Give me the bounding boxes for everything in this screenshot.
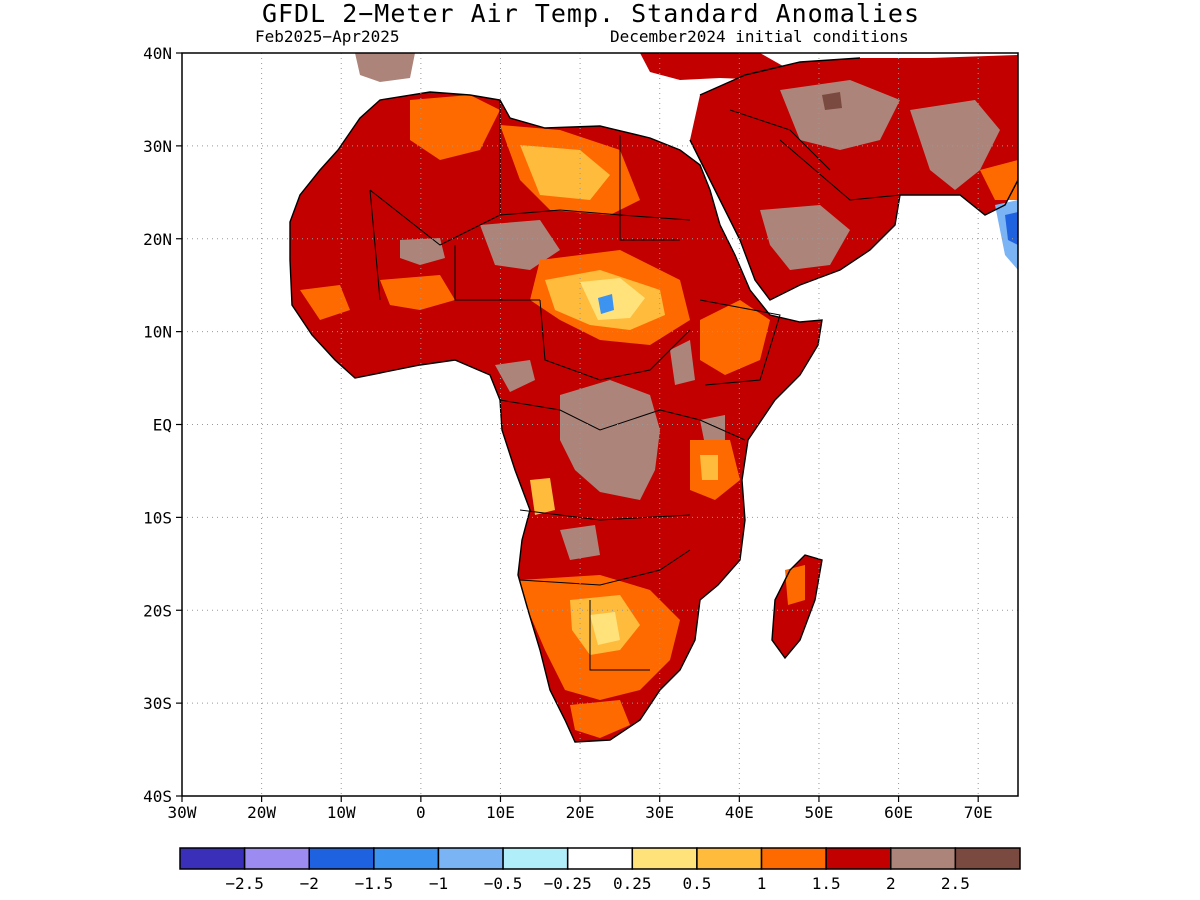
colorbar-swatch (243, 847, 310, 870)
country-borders (369, 100, 901, 671)
colorbar-swatch (373, 847, 440, 870)
lon-tick-label: 0 (416, 803, 426, 822)
lon-tick-label: 30E (645, 803, 674, 822)
colorbar-label: −2.5 (225, 874, 264, 893)
lat-tick-label: 30N (143, 137, 172, 156)
colorbar-label: −0.25 (544, 874, 592, 893)
lon-tick-label: 30W (168, 803, 197, 822)
colorbar-swatch (825, 847, 892, 870)
lat-tick-label: 10N (143, 323, 172, 342)
colorbar-label: 1.5 (812, 874, 841, 893)
map-title: GFDL 2−Meter Air Temp. Standard Anomalie… (261, 0, 921, 28)
madagascar-land-anomaly (772, 555, 822, 658)
latitude-axis: 40N 30N 20N 10N EQ 10S 20S 30S 40S (143, 44, 182, 806)
colorbar-swatch (566, 847, 634, 870)
colorbar-label: −0.5 (484, 874, 523, 893)
colorbar-swatch (502, 847, 569, 870)
longitude-axis: 30W 20W 10W 0 10E 20E 30E 40E 50E 60E 70E (168, 796, 993, 822)
colorbar-label: 2.5 (941, 874, 970, 893)
colorbar-label: 0.25 (613, 874, 652, 893)
lon-tick-label: 50E (804, 803, 833, 822)
lat-tick-label: 20S (143, 601, 172, 620)
colorbar-swatch (308, 847, 375, 870)
lat-tick-label: 20N (143, 230, 172, 249)
anomaly-strong-negative (1005, 212, 1018, 245)
iberia-land-anomaly (355, 53, 415, 82)
colorbar-label: 2 (886, 874, 896, 893)
anomaly-field (289, 53, 1018, 743)
lon-tick-label: 20E (566, 803, 595, 822)
anomaly-2-to-2.5 (400, 80, 1000, 560)
colorbar-swatch (696, 847, 763, 870)
colorbar-label: 1 (757, 874, 767, 893)
initial-conditions-label: December2024 initial conditions (610, 27, 909, 46)
colorbar-swatch (437, 847, 504, 870)
colorbar-label: 0.5 (682, 874, 711, 893)
lat-tick-label: EQ (153, 416, 172, 435)
colorbar-swatch (954, 847, 1021, 870)
lat-tick-label: 40S (143, 787, 172, 806)
anomaly-negative-spot (598, 294, 614, 314)
lon-tick-label: 60E (884, 803, 913, 822)
coastlines (289, 57, 1018, 743)
colorbar-swatch (179, 847, 246, 870)
anomaly-above-2.5 (822, 92, 842, 110)
colorbar-label: −1.5 (355, 874, 394, 893)
lat-tick-label: 30S (143, 694, 172, 713)
season-label: Feb2025−Apr2025 (255, 27, 400, 46)
lon-tick-label: 40E (725, 803, 754, 822)
colorbar-label: −2 (300, 874, 319, 893)
colorbar: −2.5 −2 −1.5 −1 −0.5 −0.25 0.25 0.5 1 1.5 2 2.5 (179, 847, 1021, 893)
lon-tick-label: 70E (964, 803, 993, 822)
lat-tick-label: 10S (143, 508, 172, 527)
lon-tick-label: 10W (327, 803, 356, 822)
lat-tick-label: 40N (143, 44, 172, 63)
lon-tick-label: 10E (486, 803, 515, 822)
colorbar-swatch (631, 847, 698, 870)
lon-tick-label: 20W (247, 803, 276, 822)
colorbar-label: −1 (429, 874, 448, 893)
colorbar-swatch (890, 847, 957, 870)
colorbar-swatch (760, 847, 827, 870)
